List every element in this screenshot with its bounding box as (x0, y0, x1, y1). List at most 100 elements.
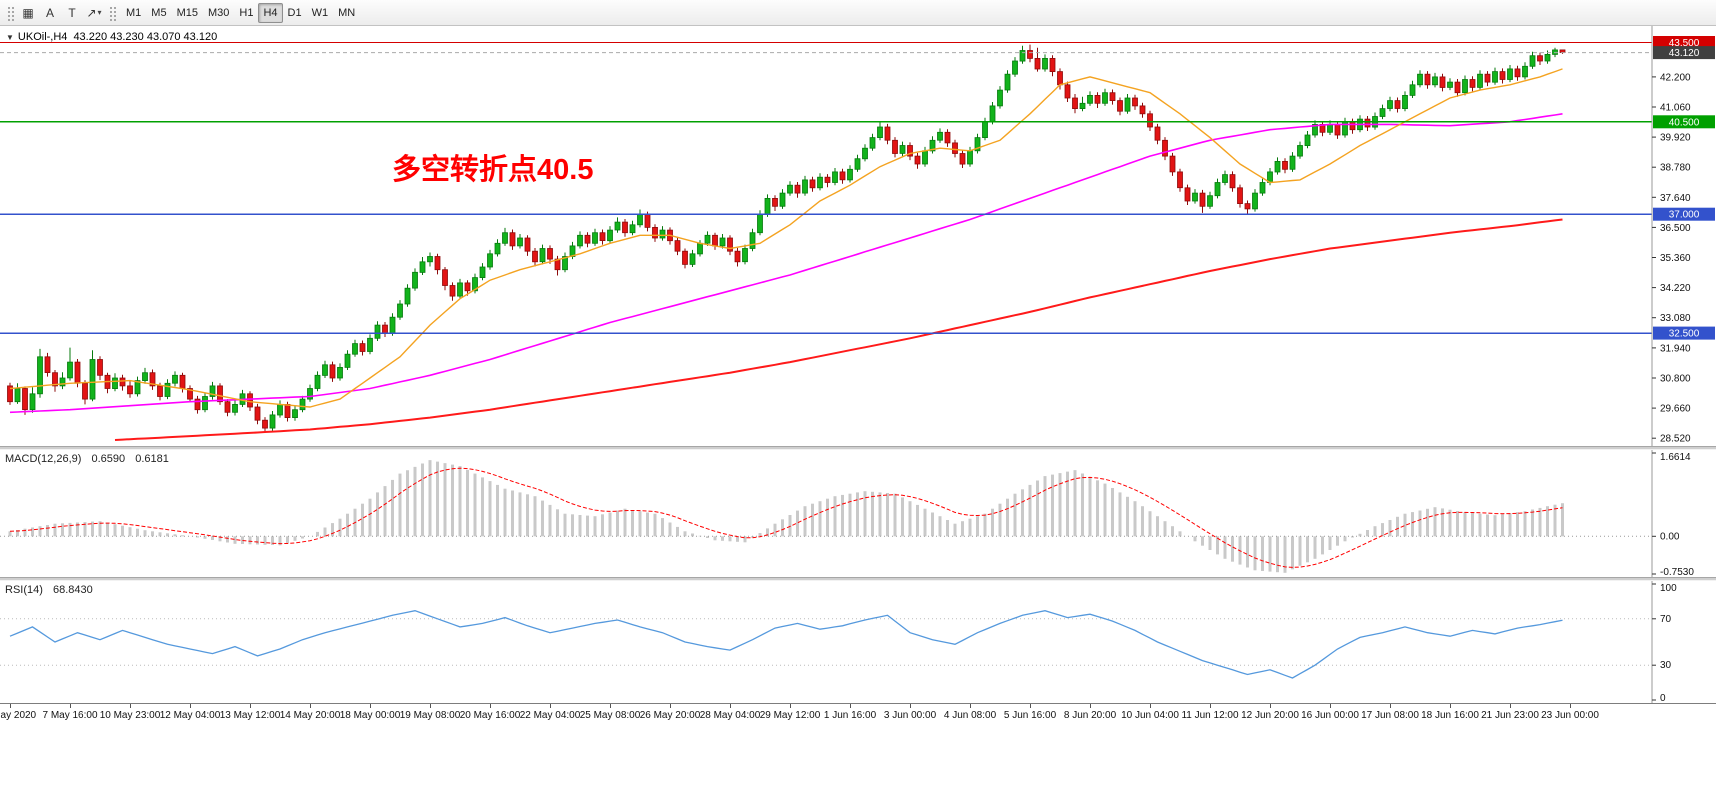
time-tick (1210, 704, 1211, 708)
timeframe-button-w1[interactable]: W1 (307, 3, 334, 23)
price-tick-label: 31.940 (1660, 343, 1691, 354)
time-tick (910, 704, 911, 708)
time-tick (370, 704, 371, 708)
time-tick (130, 704, 131, 708)
rsi-line (9, 610, 1563, 679)
time-tick (610, 704, 611, 708)
time-tick (250, 704, 251, 708)
macd-signal-line (9, 467, 1563, 568)
timeframe-button-m30[interactable]: M30 (203, 3, 234, 23)
macd-panel: 1.6614 0.00 -0.7530 MACD(12,26,9) 0.6590 0… (0, 450, 1716, 577)
macd-chart[interactable]: 1.6614 0.00 -0.7530 (0, 450, 1716, 577)
time-axis-label: 25 May 08:00 (579, 710, 641, 721)
panel-separator[interactable] (0, 446, 1716, 450)
horizontal-lines (0, 41, 1652, 334)
timeframe-button-h1[interactable]: H1 (234, 3, 258, 23)
time-tick (1510, 704, 1511, 708)
symbol-title: ▼ UKOil-,H4 43.220 43.230 43.070 43.120 (6, 31, 217, 43)
macd-histogram (8, 460, 1564, 573)
time-tick (730, 704, 731, 708)
time-axis-label: 17 Jun 08:00 (1361, 710, 1419, 721)
svg-text:32.500: 32.500 (1669, 329, 1700, 340)
arrows-dropdown-button[interactable]: ↗ ▾ (83, 3, 105, 23)
hline-price-badge (1653, 207, 1715, 221)
time-axis-label: 8 Jun 20:00 (1063, 710, 1117, 721)
time-axis-label: 22 May 04:00 (519, 710, 581, 721)
price-tick-label: 36.500 (1660, 223, 1691, 234)
svg-text:43.120: 43.120 (1669, 48, 1700, 59)
hline-price-badge (1653, 115, 1715, 129)
price-tick-label: 42.200 (1660, 72, 1691, 83)
price-tick-label: 30.800 (1660, 374, 1691, 385)
time-tick (1390, 704, 1391, 708)
time-tick (1270, 704, 1271, 708)
price-tick-label: 38.780 (1660, 163, 1691, 174)
candles-layer (7, 44, 1566, 433)
price-panel: 42.200 41.060 39.920 38.780 37.640 36.500 35.3… (0, 26, 1716, 446)
rsi-value: 68.8430 (52, 584, 93, 596)
arrow-icon: ↗ (86, 5, 97, 20)
rsi-tick-label: 100 (1660, 583, 1677, 594)
time-axis-label: 7 May 16:00 (42, 710, 98, 721)
timeframe-button-m5[interactable]: M5 (146, 3, 171, 23)
time-axis-label: 26 May 20:00 (639, 710, 701, 721)
time-tick (190, 704, 191, 708)
macd-title: MACD(12,26,9) (5, 453, 82, 465)
time-tick (10, 704, 11, 708)
time-tick (1570, 704, 1571, 708)
toolbar-grip[interactable] (6, 4, 14, 21)
time-axis-label: 19 May 08:00 (399, 710, 461, 721)
time-tick (1150, 704, 1151, 708)
time-axis-label: 5 Jun 16:00 (1003, 710, 1057, 721)
text-tool-button[interactable]: T (61, 3, 83, 23)
time-axis-label: 28 May 04:00 (699, 710, 761, 721)
time-axis-label: 12 May 04:00 (159, 710, 221, 721)
time-tick (1030, 704, 1031, 708)
collapse-triangle-icon[interactable]: ▼ (6, 32, 14, 42)
timeframe-button-m15[interactable]: M15 (172, 3, 203, 23)
rsi-label: RSI(14) 68.8430 (5, 584, 93, 596)
hline-price-badge (1653, 326, 1715, 340)
svg-text:40.500: 40.500 (1669, 117, 1700, 128)
text-label-button[interactable]: A (39, 3, 61, 23)
price-tick-label: 35.360 (1660, 253, 1691, 264)
price-tick-label: 37.640 (1660, 193, 1691, 204)
time-axis-label: 1 Jun 16:00 (823, 710, 877, 721)
time-axis-label: 20 May 16:00 (459, 710, 521, 721)
rsi-chart[interactable]: 100 70 30 0 (0, 581, 1716, 703)
macd-label: MACD(12,26,9) 0.6590 0.6181 (5, 453, 169, 465)
time-tick (430, 704, 431, 708)
timeframe-button-h4[interactable]: H4 (258, 2, 283, 23)
time-tick (310, 704, 311, 708)
panel-separator[interactable] (0, 577, 1716, 581)
bid-price-badge (1653, 46, 1715, 60)
chart-annotation: 多空转折点40.5 (392, 154, 594, 186)
price-chart[interactable]: 42.200 41.060 39.920 38.780 37.640 36.500 35.3… (0, 26, 1716, 446)
rsi-panel: 100 70 30 0 RSI(14) 68.8430 (0, 581, 1716, 703)
time-axis-label: 18 Jun 16:00 (1421, 710, 1479, 721)
toolbar: ▦ A T ↗ ▾ M1 M5 M15 M30 H1 H4 D1 W1 MN (0, 0, 1716, 26)
time-tick (490, 704, 491, 708)
time-axis-label: 3 Jun 00:00 (883, 710, 937, 721)
time-axis-label: 21 Jun 23:00 (1481, 710, 1539, 721)
time-axis-label: 4 Jun 08:00 (943, 710, 997, 721)
time-tick (1450, 704, 1451, 708)
svg-text:43.500: 43.500 (1669, 38, 1700, 49)
toolbar-grip-2[interactable] (108, 4, 116, 21)
price-tick-label: 33.080 (1660, 313, 1691, 324)
time-tick (550, 704, 551, 708)
time-tick (1330, 704, 1331, 708)
time-tick (70, 704, 71, 708)
time-axis-label: 18 May 00:00 (339, 710, 401, 721)
price-tick-label: 29.660 (1660, 404, 1691, 415)
price-scale: 42.200 41.060 39.920 38.780 37.640 36.500 35.3… (1651, 26, 1715, 446)
timeframe-button-m1[interactable]: M1 (121, 3, 146, 23)
timeframe-button-mn[interactable]: MN (333, 3, 360, 23)
timeframe-button-d1[interactable]: D1 (283, 3, 307, 23)
chart-grid-button[interactable]: ▦ (17, 3, 39, 23)
time-axis-label: 16 Jun 00:00 (1301, 710, 1359, 721)
price-tick-label: 34.220 (1660, 283, 1691, 294)
price-tick-label: 28.520 (1660, 434, 1691, 445)
